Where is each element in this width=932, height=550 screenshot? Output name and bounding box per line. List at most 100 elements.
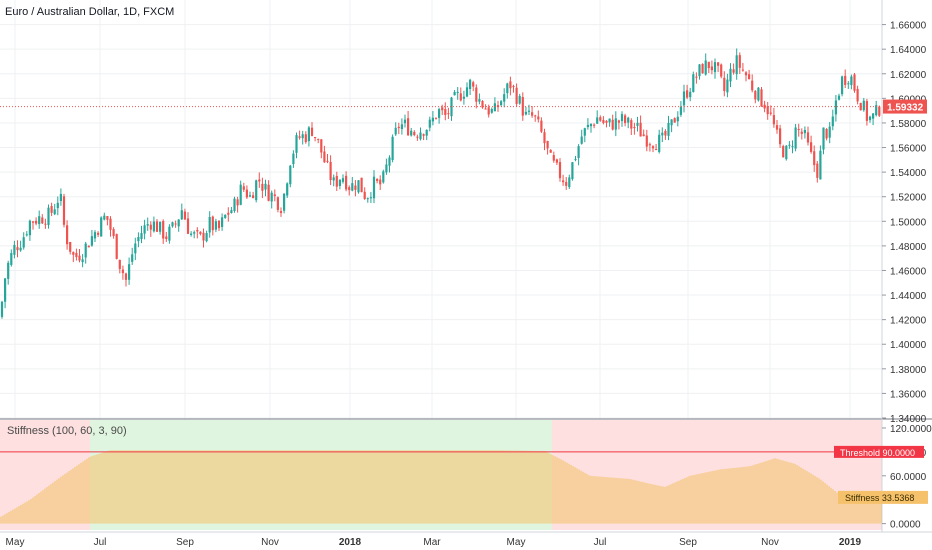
candle-body xyxy=(248,195,252,197)
candle-body xyxy=(152,221,155,232)
candle-body xyxy=(527,110,531,112)
candle-body xyxy=(692,74,695,93)
candle-body xyxy=(487,107,490,115)
candle-body xyxy=(754,91,757,100)
candle-body xyxy=(605,120,608,123)
candle-body xyxy=(810,142,813,152)
candle-body xyxy=(682,91,686,106)
candle-body xyxy=(707,61,710,69)
price-tick-label: 1.46000 xyxy=(890,266,927,277)
candle-body xyxy=(872,113,875,119)
candle-body xyxy=(227,212,230,215)
candle-body xyxy=(35,220,38,224)
candle-body xyxy=(661,132,664,136)
candle-body xyxy=(332,177,335,181)
candle-body xyxy=(552,155,555,161)
candle-body xyxy=(72,252,75,255)
candle-body xyxy=(797,128,800,130)
candle-body xyxy=(865,101,868,121)
candle-body xyxy=(704,60,707,75)
price-tick-label: 1.36000 xyxy=(890,389,927,400)
candle-body xyxy=(16,247,19,251)
candle-body xyxy=(589,123,593,127)
price-tick-label: 1.58000 xyxy=(890,119,927,130)
candle-body xyxy=(25,234,28,236)
candle-body xyxy=(537,116,540,120)
price-tick-label: 1.40000 xyxy=(890,340,927,351)
candle-body xyxy=(772,115,775,125)
candle-body xyxy=(13,244,16,255)
candle-body xyxy=(695,76,698,78)
candle-body xyxy=(642,134,645,136)
candle-body xyxy=(534,115,537,117)
candle-body xyxy=(323,151,326,163)
candle-body xyxy=(317,138,320,140)
candle-body xyxy=(816,163,819,178)
candle-body xyxy=(444,108,447,115)
candle-body xyxy=(31,221,35,223)
candle-body xyxy=(565,181,568,186)
candle-body xyxy=(81,259,84,263)
candle-body xyxy=(69,241,72,252)
candle-body xyxy=(583,128,586,136)
candle-body xyxy=(394,127,397,135)
candle-body xyxy=(276,197,279,210)
candle-body xyxy=(769,112,772,114)
candle-body xyxy=(22,237,25,248)
candle-body xyxy=(593,124,596,126)
threshold-label: Threshold 90.0000 xyxy=(840,448,915,458)
candle-body xyxy=(168,226,171,241)
candle-body xyxy=(407,118,410,136)
candle-body xyxy=(636,122,639,126)
candle-body xyxy=(131,254,134,262)
candle-body xyxy=(348,187,351,191)
candle-body xyxy=(245,189,248,198)
candle-body xyxy=(329,161,332,180)
candle-body xyxy=(738,55,741,68)
candle-body xyxy=(788,144,791,146)
candle-body xyxy=(639,122,642,137)
stiffness-series xyxy=(0,450,882,524)
candle-body xyxy=(648,144,651,146)
candle-body xyxy=(230,210,233,213)
candle-body xyxy=(214,221,217,230)
candle-body xyxy=(190,233,193,235)
candle-body xyxy=(599,117,602,121)
candle-body xyxy=(0,301,4,317)
candle-body xyxy=(568,177,571,188)
candle-body xyxy=(456,91,459,94)
time-axis[interactable]: May Jul Sep Nov 2018 Mar May Jul Sep Nov 2019 xyxy=(6,537,862,548)
candle-body xyxy=(159,221,162,232)
candle-body xyxy=(748,74,751,80)
candle-body xyxy=(369,197,372,199)
candle-body xyxy=(385,164,388,173)
candle-body xyxy=(850,76,853,86)
candle-body xyxy=(751,80,754,91)
candle-body xyxy=(574,159,577,161)
candle-body xyxy=(109,218,112,230)
candle-body xyxy=(862,100,865,111)
time-tick-label: Jul xyxy=(94,537,107,548)
candle-body xyxy=(438,109,441,118)
candle-body xyxy=(667,122,670,136)
candle-body xyxy=(75,252,78,258)
candle-body xyxy=(723,77,726,92)
candle-body xyxy=(531,112,534,116)
time-tick-label: May xyxy=(507,537,526,548)
candle-body xyxy=(100,217,103,237)
candle-body xyxy=(506,83,509,94)
candle-body xyxy=(400,124,403,130)
candle-body xyxy=(524,111,527,115)
candle-body xyxy=(171,222,174,227)
candle-body xyxy=(549,150,552,153)
price-tick-label: 1.38000 xyxy=(890,365,927,376)
candle-body xyxy=(676,116,679,122)
candle-body xyxy=(177,219,180,227)
price-tick-label: 1.62000 xyxy=(890,70,927,81)
candle-body xyxy=(115,234,118,259)
candle-body xyxy=(47,207,50,225)
candle-body xyxy=(304,134,307,143)
candle-body xyxy=(196,229,199,232)
candle-body xyxy=(822,127,825,150)
